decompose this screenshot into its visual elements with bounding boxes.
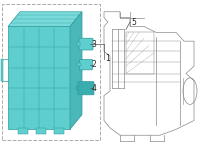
Bar (77, 63, 81, 66)
FancyBboxPatch shape (80, 60, 92, 70)
Bar (126, 32, 154, 74)
FancyBboxPatch shape (78, 82, 94, 95)
Text: 4: 4 (92, 84, 96, 93)
Text: 1: 1 (106, 54, 110, 63)
Bar (54, 128, 64, 134)
Text: 5: 5 (132, 17, 136, 27)
Bar (18, 128, 28, 134)
Bar (2, 4, 100, 140)
Bar (36, 128, 46, 134)
Bar (1, 59, 3, 81)
Polygon shape (8, 12, 82, 26)
Bar (76, 86, 79, 90)
Polygon shape (70, 12, 82, 129)
FancyBboxPatch shape (79, 38, 93, 50)
Text: 2: 2 (92, 60, 96, 69)
Bar (77, 42, 80, 46)
Polygon shape (8, 26, 70, 129)
Text: 3: 3 (92, 40, 96, 49)
